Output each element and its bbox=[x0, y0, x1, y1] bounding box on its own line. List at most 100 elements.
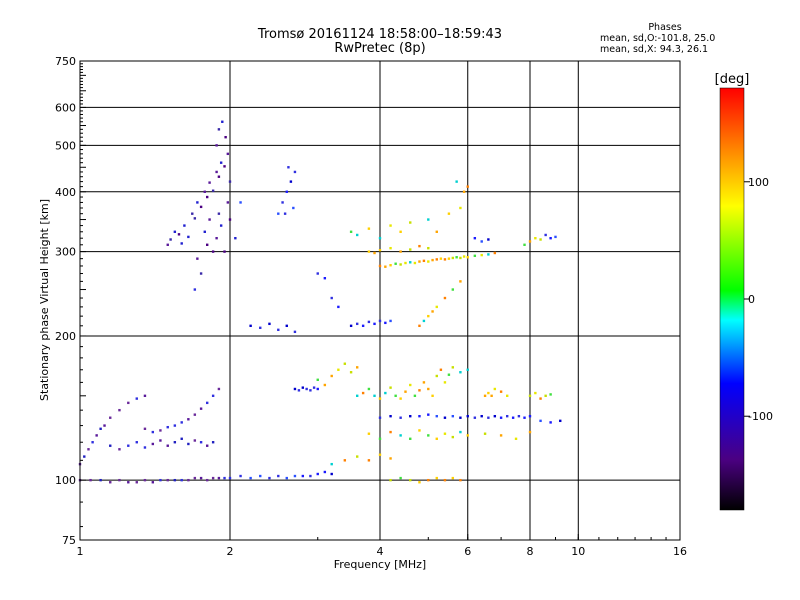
data-point-o bbox=[473, 416, 477, 419]
data-point-o bbox=[373, 322, 376, 326]
data-point-o bbox=[330, 472, 333, 476]
data-point-o bbox=[127, 481, 130, 484]
data-point-o bbox=[87, 448, 90, 451]
data-point-o bbox=[277, 212, 280, 215]
data-point-o bbox=[292, 206, 295, 210]
data-point-x bbox=[367, 432, 371, 435]
y-tick-label: 750 bbox=[55, 55, 76, 68]
data-point-o bbox=[103, 424, 106, 427]
data-point-o bbox=[418, 414, 421, 418]
data-points bbox=[78, 120, 562, 484]
data-point-o bbox=[224, 135, 227, 139]
data-point-o bbox=[268, 476, 271, 480]
data-point-o bbox=[180, 437, 183, 440]
data-point-o bbox=[173, 424, 177, 427]
data-point-x bbox=[427, 434, 430, 437]
data-point-o bbox=[285, 476, 288, 480]
data-point-o bbox=[159, 429, 162, 432]
data-point-x bbox=[539, 238, 542, 241]
data-point-o bbox=[493, 414, 497, 418]
data-point-o bbox=[203, 190, 206, 193]
data-point-x bbox=[378, 437, 382, 440]
data-point-x bbox=[399, 250, 402, 253]
data-point-o bbox=[399, 416, 402, 419]
data-point-x bbox=[418, 324, 421, 328]
data-point-x bbox=[539, 397, 542, 400]
data-point-x bbox=[466, 185, 469, 188]
data-point-o bbox=[285, 324, 288, 328]
data-point-o bbox=[199, 205, 203, 209]
data-point-o bbox=[293, 387, 297, 391]
data-point-x bbox=[451, 366, 455, 369]
data-point-o bbox=[166, 243, 169, 246]
data-point-x bbox=[499, 390, 503, 393]
data-point-x bbox=[422, 381, 426, 384]
data-point-o bbox=[211, 476, 215, 480]
data-point-o bbox=[528, 414, 532, 418]
data-point-x bbox=[466, 256, 469, 259]
data-point-x bbox=[349, 230, 353, 233]
colorbar-tick-label: 0 bbox=[748, 293, 755, 306]
data-point-x bbox=[413, 261, 417, 265]
data-point-x bbox=[399, 397, 402, 400]
data-point-o bbox=[193, 413, 197, 416]
data-point-o bbox=[208, 218, 211, 221]
data-point-o bbox=[259, 326, 262, 330]
data-point-o bbox=[239, 474, 242, 478]
colorbar bbox=[719, 87, 745, 511]
data-point-x bbox=[384, 265, 387, 268]
data-point-o bbox=[293, 170, 297, 174]
data-point-x bbox=[505, 394, 509, 398]
data-point-x bbox=[534, 391, 537, 395]
data-point-o bbox=[223, 250, 226, 253]
data-point-x bbox=[490, 394, 493, 398]
data-point-x bbox=[361, 391, 365, 395]
data-point-x bbox=[431, 310, 434, 313]
x-axis-ticks: 1 2 4 6 8 10 16 bbox=[77, 534, 687, 558]
data-point-x bbox=[413, 394, 417, 398]
y-tick-label: 600 bbox=[55, 101, 76, 114]
data-point-o bbox=[211, 189, 215, 192]
y-tick-label: 400 bbox=[55, 186, 76, 199]
data-point-x bbox=[394, 262, 397, 265]
data-point-x bbox=[367, 459, 371, 462]
data-point-o bbox=[109, 416, 112, 419]
data-point-o bbox=[435, 414, 438, 418]
data-point-x bbox=[378, 397, 382, 400]
data-point-o bbox=[409, 414, 412, 418]
data-point-o bbox=[223, 165, 226, 168]
data-point-x bbox=[343, 459, 347, 462]
data-point-x bbox=[462, 190, 466, 193]
data-point-o bbox=[217, 175, 221, 178]
data-point-o bbox=[323, 277, 327, 280]
data-point-x bbox=[459, 430, 462, 434]
data-point-o bbox=[205, 478, 209, 482]
data-point-x bbox=[528, 394, 532, 398]
data-point-o bbox=[215, 236, 218, 240]
data-point-o bbox=[187, 442, 190, 446]
data-point-x bbox=[399, 476, 402, 480]
data-point-x bbox=[514, 437, 518, 440]
data-point-o bbox=[367, 320, 371, 324]
data-point-o bbox=[199, 476, 203, 480]
data-point-o bbox=[293, 474, 297, 478]
data-point-o bbox=[95, 434, 98, 437]
data-point-o bbox=[196, 201, 199, 204]
data-point-x bbox=[435, 258, 438, 261]
data-point-o bbox=[166, 425, 169, 429]
data-point-x bbox=[394, 394, 397, 398]
data-point-x bbox=[349, 371, 353, 374]
x-tick-label: 6 bbox=[464, 545, 471, 558]
data-point-o bbox=[99, 478, 102, 482]
data-point-o bbox=[544, 233, 547, 237]
data-point-o bbox=[211, 441, 215, 444]
data-point-o bbox=[187, 478, 190, 482]
data-point-o bbox=[118, 448, 121, 451]
data-point-x bbox=[435, 305, 438, 309]
data-point-x bbox=[447, 212, 451, 215]
y-tick-label: 200 bbox=[55, 330, 76, 343]
x-tick-label: 4 bbox=[377, 545, 384, 558]
data-point-x bbox=[459, 478, 462, 482]
data-point-x bbox=[409, 437, 412, 440]
